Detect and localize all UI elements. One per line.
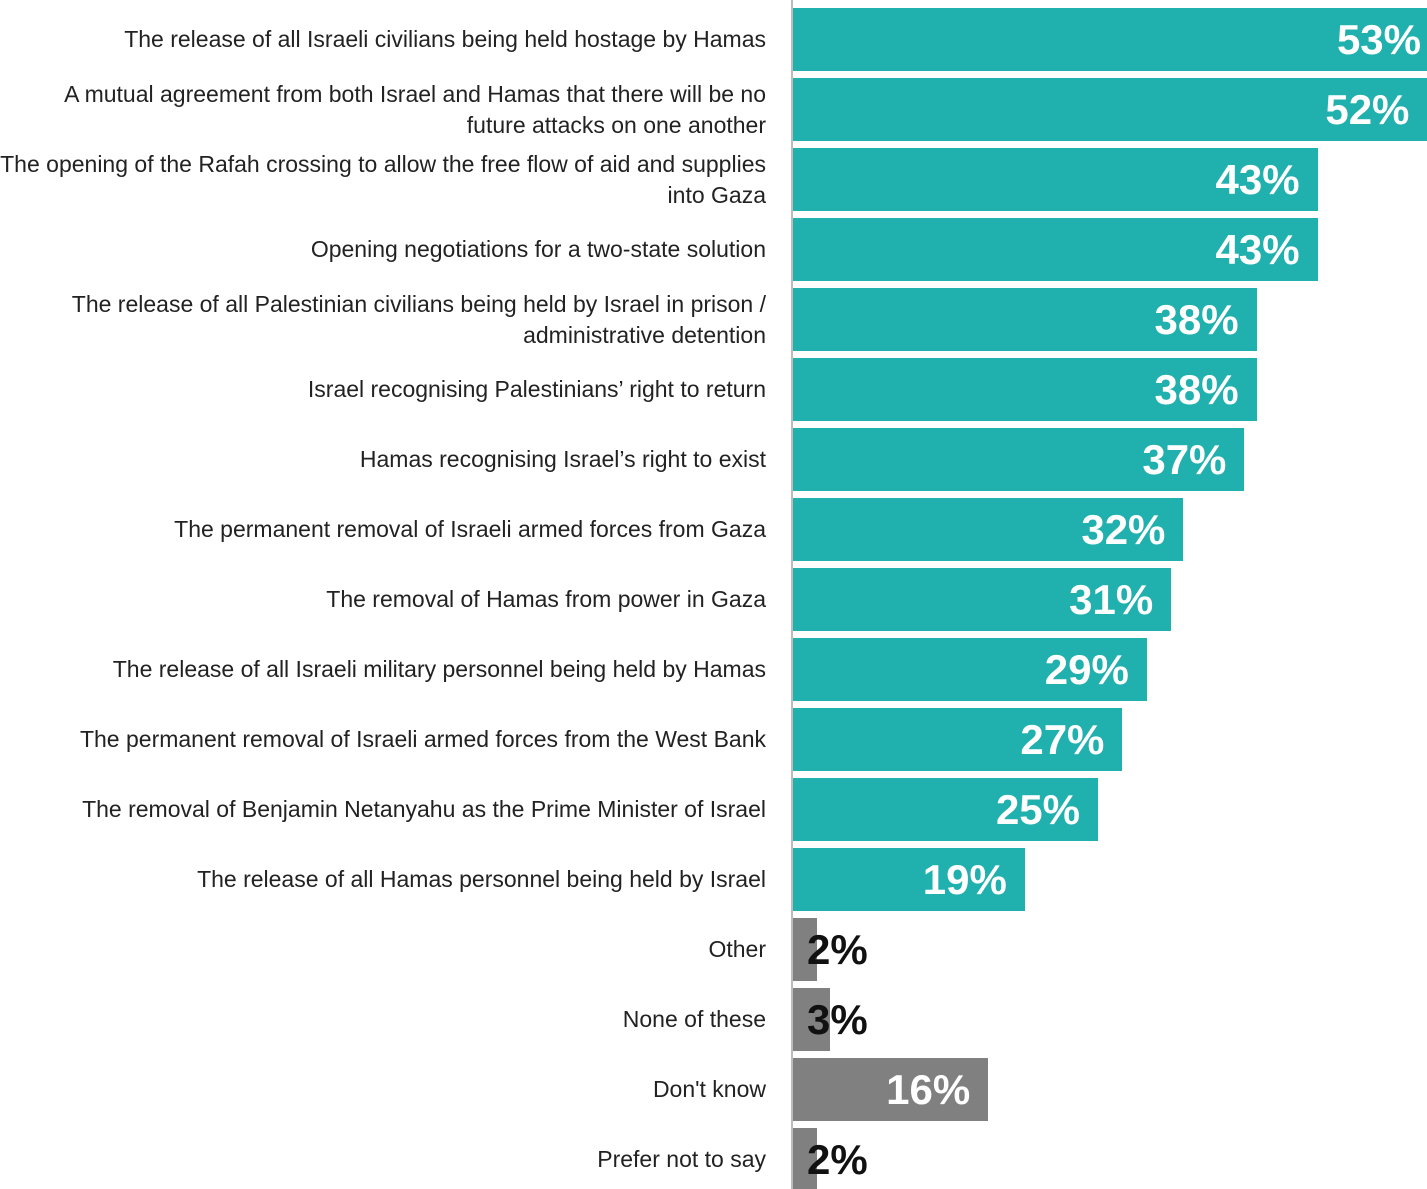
value-label: 19%	[922, 856, 1007, 903]
value-label: 2%	[807, 926, 868, 973]
value-label: 2%	[807, 1136, 868, 1183]
bar	[793, 918, 818, 981]
category-label: The release of all Palestinian civilians…	[71, 290, 766, 348]
category-label: The permanent removal of Israeli armed f…	[79, 726, 766, 752]
category-label: The opening of the Rafah crossing to all…	[0, 150, 766, 208]
category-label: The release of all Israeli civilians bei…	[124, 26, 766, 52]
category-label: Hamas recognising Israel’s right to exis…	[359, 446, 766, 472]
category-label: Opening negotiations for a two-state sol…	[310, 236, 766, 262]
bar	[793, 358, 1257, 421]
category-label: The release of all Israeli military pers…	[112, 656, 766, 682]
category-label: None of these	[622, 1006, 766, 1032]
category-label: A mutual agreement from both Israel and …	[64, 80, 766, 138]
bar	[793, 568, 1172, 631]
bar	[793, 8, 1427, 71]
category-label: Israel recognising Palestinians’ right t…	[307, 376, 766, 402]
bar	[793, 848, 1025, 911]
bar	[793, 708, 1123, 771]
value-label: 3%	[807, 996, 868, 1043]
category-label: Don't know	[652, 1076, 766, 1102]
value-label: 25%	[995, 786, 1080, 833]
bar	[793, 218, 1318, 281]
value-label: 16%	[886, 1066, 971, 1113]
bar	[793, 988, 830, 1051]
bar	[793, 428, 1245, 491]
axis-line	[791, 0, 793, 1189]
value-label: 43%	[1215, 226, 1300, 273]
category-label: Other	[708, 936, 766, 962]
bar	[793, 638, 1147, 701]
value-label: 53%	[1336, 16, 1421, 63]
category-label: The removal of Benjamin Netanyahu as the…	[82, 796, 766, 822]
value-label: 31%	[1069, 576, 1154, 623]
value-label: 43%	[1215, 156, 1300, 203]
value-label: 37%	[1142, 436, 1227, 483]
bar	[793, 1058, 989, 1121]
category-label: The removal of Hamas from power in Gaza	[326, 586, 766, 612]
value-label: 52%	[1325, 86, 1410, 133]
value-label: 32%	[1081, 506, 1166, 553]
value-label: 38%	[1154, 296, 1239, 343]
bar	[793, 1128, 818, 1189]
category-label: The permanent removal of Israeli armed f…	[174, 516, 766, 542]
bar	[793, 288, 1257, 351]
bar	[793, 78, 1427, 141]
bar	[793, 778, 1098, 841]
value-label: 29%	[1044, 646, 1129, 693]
value-label: 38%	[1154, 366, 1239, 413]
value-label: 27%	[1020, 716, 1105, 763]
category-label: The release of all Hamas personnel being…	[197, 866, 766, 892]
category-label: Prefer not to say	[597, 1146, 766, 1172]
bar	[793, 498, 1184, 561]
bar	[793, 148, 1318, 211]
